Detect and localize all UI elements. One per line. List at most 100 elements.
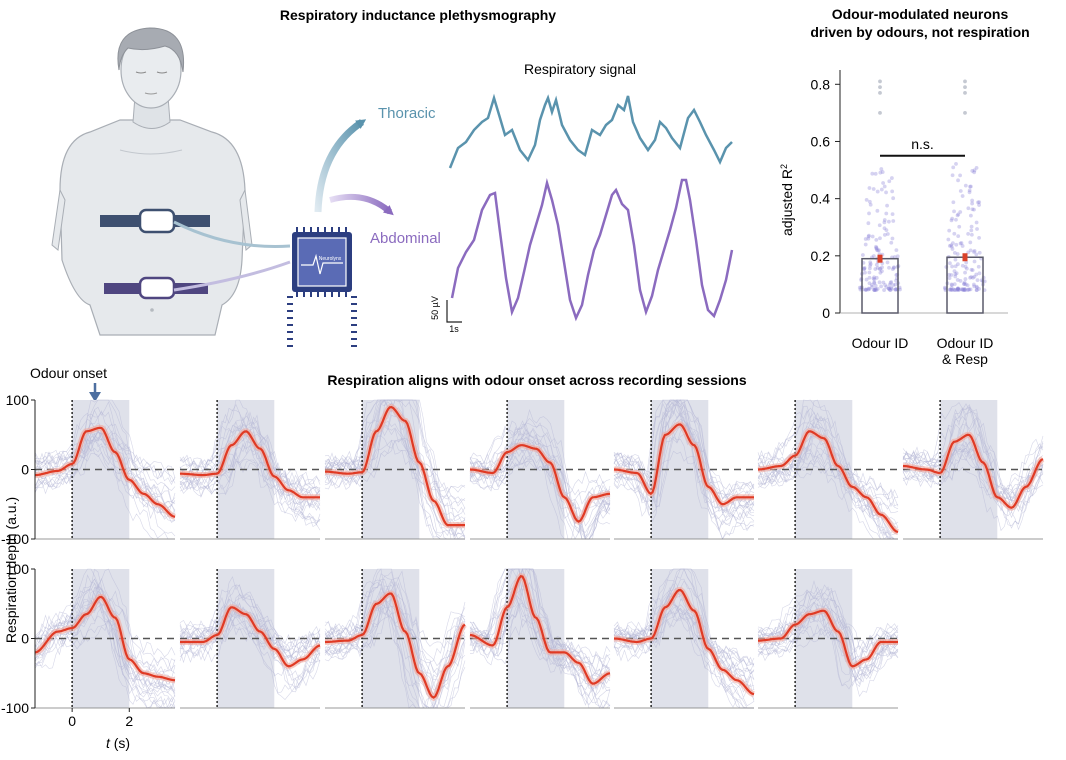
data-point (960, 244, 965, 248)
data-point (968, 287, 973, 292)
y-tick-label: 100 (6, 561, 30, 577)
data-point (956, 178, 960, 183)
data-point (958, 173, 963, 178)
data-point (954, 242, 959, 247)
data-point (957, 288, 961, 292)
data-point (951, 165, 956, 170)
data-point (872, 288, 877, 293)
y-tick-label: 0 (21, 462, 29, 478)
data-point (955, 278, 960, 282)
outlier-point (963, 90, 967, 95)
trial-trace (469, 455, 611, 533)
data-point (967, 188, 972, 193)
data-point (955, 287, 959, 292)
data-point (950, 216, 955, 221)
data-point (867, 287, 872, 291)
data-point (942, 285, 947, 290)
trial-trace (613, 611, 755, 666)
category-label: Odour ID (852, 335, 909, 351)
data-point (971, 275, 975, 280)
data-point (864, 198, 869, 202)
data-point (974, 220, 979, 225)
data-point (962, 287, 967, 292)
thoracic-belt (100, 208, 291, 248)
data-point (952, 231, 957, 236)
data-point (892, 265, 896, 270)
data-point (875, 287, 880, 291)
mean-marker (962, 253, 968, 262)
session-panel: -100 0 100 0 2 (1, 561, 176, 729)
trial-trace (902, 403, 1044, 529)
data-point (882, 232, 887, 237)
data-point (867, 211, 871, 216)
session-panel (613, 568, 755, 709)
data-point (874, 245, 879, 250)
trial-trace (757, 460, 899, 508)
data-point (872, 288, 877, 292)
y-tick-label: 0.4 (811, 191, 831, 207)
data-point (977, 235, 981, 240)
data-point (952, 282, 957, 287)
data-point (877, 267, 882, 272)
data-point (972, 168, 977, 173)
panel-c-xlabel: t (s) (106, 735, 130, 751)
trial-trace (469, 460, 611, 505)
trial-trace (179, 442, 321, 489)
data-point (881, 280, 886, 285)
data-point (950, 264, 955, 269)
outlier-point (878, 85, 882, 90)
data-point (956, 286, 960, 291)
data-point (961, 288, 965, 293)
data-point (968, 184, 973, 189)
data-point (879, 284, 884, 289)
data-point (950, 247, 955, 251)
data-point (954, 271, 959, 276)
data-point (962, 281, 966, 286)
data-point (957, 224, 962, 229)
y-tick-label: 100 (6, 392, 30, 408)
data-point (949, 273, 954, 277)
data-point (878, 270, 883, 275)
data-point (949, 287, 954, 292)
data-point (950, 241, 955, 246)
data-point (890, 189, 895, 194)
outlier-point (878, 90, 882, 95)
x-tick-label: 2 (125, 713, 133, 729)
neurolynx-chip: Neurolynx (287, 227, 357, 347)
data-point (965, 283, 970, 288)
mean-trace (758, 609, 898, 668)
session-panel: -100 0 100 (1, 392, 176, 547)
data-point (974, 284, 979, 289)
data-point (867, 186, 872, 190)
data-point (867, 199, 872, 204)
scale-bar-x-label: 1s (449, 324, 459, 334)
data-point (884, 228, 889, 233)
y-tick-label: -100 (1, 700, 29, 716)
data-point (960, 263, 965, 268)
data-point (955, 252, 960, 256)
data-point (866, 234, 871, 239)
data-point (867, 233, 871, 238)
data-point (886, 219, 891, 224)
data-point (949, 244, 954, 249)
trial-trace (34, 411, 176, 504)
data-point (965, 288, 970, 292)
data-point (953, 274, 958, 279)
thoracic-arrow (314, 119, 367, 213)
data-point (884, 211, 889, 216)
respiratory-signal-title: Respiratory signal (524, 61, 636, 77)
data-point (895, 254, 900, 259)
data-point (863, 242, 868, 247)
data-point (898, 287, 902, 292)
trial-trace (324, 407, 466, 507)
abdominal-belt (104, 260, 291, 300)
data-point (977, 203, 981, 207)
session-panel (757, 569, 899, 709)
data-point (870, 234, 875, 239)
data-point (960, 194, 965, 198)
trial-trace (902, 447, 1044, 500)
data-point (958, 279, 963, 283)
session-panel (902, 400, 1045, 540)
panel-c-title: Respiration aligns with odour onset acro… (327, 372, 747, 388)
data-point (970, 207, 975, 212)
